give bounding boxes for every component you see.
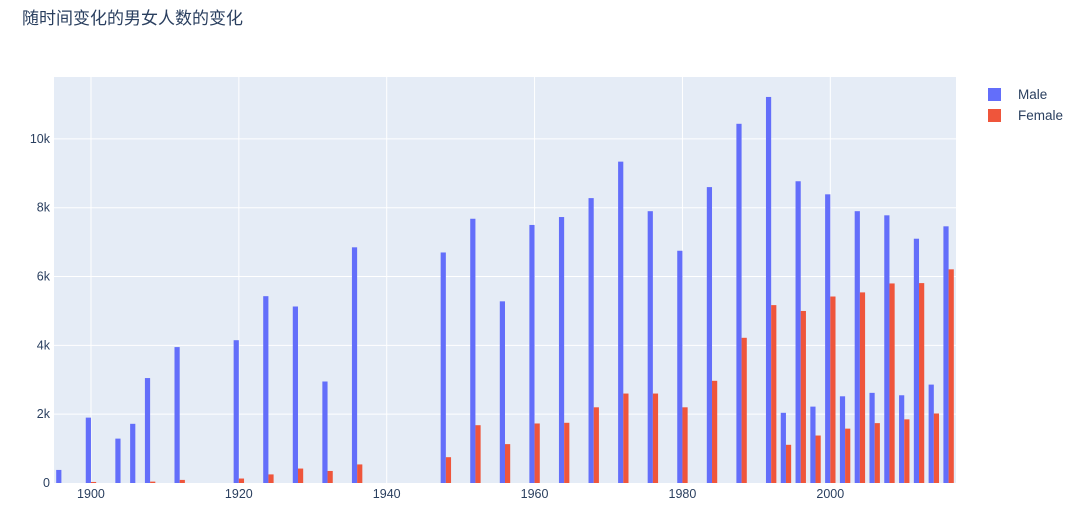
bar-female[interactable]	[859, 292, 866, 483]
bar-male[interactable]	[588, 198, 594, 483]
bar-female[interactable]	[845, 428, 851, 483]
bar-male[interactable]	[780, 412, 786, 483]
bar-male[interactable]	[233, 340, 239, 483]
y-tick-label: 2k	[37, 407, 51, 421]
y-tick-label: 8k	[37, 201, 51, 215]
y-axis-ticks: 0 2k 4k 6k 8k 10k	[30, 132, 51, 490]
bar-male[interactable]	[618, 161, 624, 483]
bar-female[interactable]	[874, 423, 880, 483]
bar-female[interactable]	[771, 305, 777, 483]
x-tick-label: 1900	[77, 487, 105, 501]
bar-male[interactable]	[913, 238, 920, 483]
x-axis-ticks: 1900 1920 1940 1960 1980 2000	[77, 487, 844, 501]
bar-male[interactable]	[795, 181, 801, 483]
chart-title: 随时间变化的男女人数的变化	[22, 9, 243, 29]
bar-male[interactable]	[869, 392, 875, 483]
legend-label-male: Male	[1018, 87, 1048, 102]
bar-female[interactable]	[904, 419, 910, 483]
x-tick-label: 1920	[225, 487, 253, 501]
bar-female[interactable]	[741, 337, 747, 483]
bar-male[interactable]	[56, 469, 62, 483]
y-tick-label: 0	[43, 476, 50, 490]
y-tick-label: 4k	[37, 338, 51, 352]
bar-female[interactable]	[534, 423, 540, 483]
bar-male[interactable]	[322, 381, 328, 484]
bar-male[interactable]	[558, 217, 565, 484]
bar-male[interactable]	[85, 417, 91, 483]
legend-item-female[interactable]: Female	[988, 105, 1063, 126]
bar-male[interactable]	[440, 252, 446, 483]
legend-swatch-female	[988, 109, 1001, 122]
bar-male[interactable]	[115, 438, 121, 483]
bar-female[interactable]	[150, 481, 156, 483]
bar-male[interactable]	[706, 187, 713, 484]
bar-male[interactable]	[899, 395, 905, 483]
bar-female[interactable]	[445, 457, 452, 483]
bar-male[interactable]	[263, 296, 269, 483]
bar-female[interactable]	[505, 444, 511, 483]
y-tick-label: 6k	[37, 270, 51, 284]
bar-female[interactable]	[297, 468, 304, 483]
bar-male[interactable]	[647, 211, 653, 483]
bar-female[interactable]	[889, 283, 895, 483]
y-tick-label: 10k	[30, 132, 51, 146]
bar-male[interactable]	[810, 406, 816, 483]
bar-female[interactable]	[815, 435, 821, 483]
bar-male[interactable]	[499, 301, 505, 483]
bar-female[interactable]	[179, 479, 185, 483]
bar-female[interactable]	[475, 425, 481, 483]
bar-female[interactable]	[800, 310, 806, 483]
bar-male[interactable]	[174, 347, 180, 483]
bar-male[interactable]	[292, 306, 298, 483]
x-tick-label: 1960	[521, 487, 549, 501]
bar-female[interactable]	[357, 464, 363, 483]
bars	[56, 96, 954, 484]
bar-female[interactable]	[652, 393, 659, 483]
bar-female[interactable]	[593, 407, 599, 483]
bar-male[interactable]	[677, 250, 683, 483]
bar-male[interactable]	[943, 226, 949, 483]
bar-female[interactable]	[90, 481, 97, 483]
bar-female[interactable]	[238, 478, 245, 483]
bar-female[interactable]	[327, 470, 333, 483]
bar-female[interactable]	[712, 380, 718, 483]
bar-male[interactable]	[839, 396, 846, 483]
bar-female[interactable]	[564, 422, 570, 483]
legend: Male Female	[988, 84, 1063, 126]
bar-male[interactable]	[854, 211, 860, 483]
bar-female[interactable]	[933, 413, 940, 483]
x-tick-label: 1940	[373, 487, 401, 501]
bar-female[interactable]	[830, 296, 836, 483]
bar-male[interactable]	[470, 218, 476, 484]
bar-female[interactable]	[623, 393, 629, 483]
bar-female[interactable]	[948, 269, 954, 483]
bar-female[interactable]	[682, 407, 688, 483]
bar-female[interactable]	[785, 444, 792, 483]
legend-label-female: Female	[1018, 108, 1064, 123]
legend-item-male[interactable]: Male	[988, 84, 1063, 105]
bar-male[interactable]	[529, 224, 535, 483]
bar-male[interactable]	[884, 215, 890, 483]
bar-male[interactable]	[144, 378, 151, 483]
bar-male[interactable]	[928, 384, 934, 483]
bar-female[interactable]	[919, 283, 925, 483]
x-tick-label: 2000	[816, 487, 844, 501]
x-tick-label: 1980	[669, 487, 697, 501]
bar-male[interactable]	[765, 96, 772, 483]
bar-male[interactable]	[130, 423, 136, 483]
bar-male[interactable]	[825, 194, 831, 483]
bar-female[interactable]	[268, 474, 274, 483]
bar-male[interactable]	[351, 247, 358, 483]
legend-swatch-male	[988, 88, 1001, 101]
bar-male[interactable]	[736, 123, 742, 484]
